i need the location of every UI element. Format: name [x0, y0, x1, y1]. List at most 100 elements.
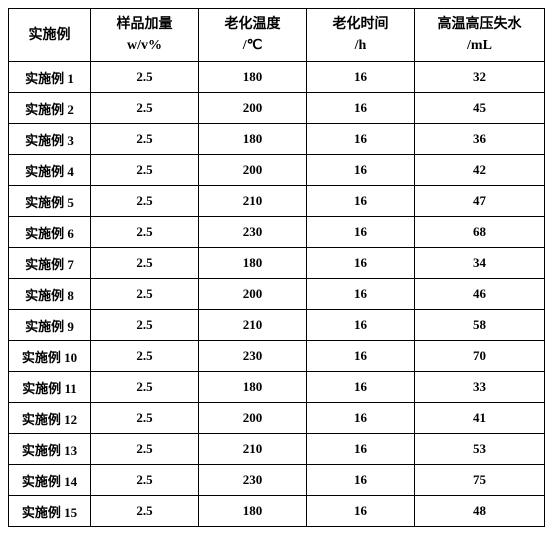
table-cell: 36: [415, 124, 545, 155]
header-label: 样品加量: [91, 14, 198, 35]
table-row: 实施例 22.52001645: [9, 93, 545, 124]
table-row: 实施例 42.52001642: [9, 155, 545, 186]
table-cell: 2.5: [91, 155, 199, 186]
table-cell: 2.5: [91, 434, 199, 465]
table-row: 实施例 152.51801648: [9, 496, 545, 527]
table-cell: 实施例 12: [9, 403, 91, 434]
table-cell: 16: [307, 403, 415, 434]
table-cell: 实施例 10: [9, 341, 91, 372]
table-cell: 16: [307, 62, 415, 93]
table-cell: 2.5: [91, 186, 199, 217]
table-cell: 实施例 11: [9, 372, 91, 403]
header-unit: /h: [307, 35, 414, 56]
table-cell: 2.5: [91, 341, 199, 372]
header-cell-waterloss: 高温高压失水 /mL: [415, 9, 545, 62]
table-cell: 实施例 9: [9, 310, 91, 341]
table-cell: 70: [415, 341, 545, 372]
table-cell: 53: [415, 434, 545, 465]
table-row: 实施例 12.51801632: [9, 62, 545, 93]
table-cell: 16: [307, 155, 415, 186]
table-row: 实施例 122.52001641: [9, 403, 545, 434]
table-cell: 210: [199, 434, 307, 465]
table-cell: 180: [199, 248, 307, 279]
header-label: 老化时间: [307, 14, 414, 35]
table-cell: 34: [415, 248, 545, 279]
table-cell: 2.5: [91, 279, 199, 310]
table-cell: 16: [307, 217, 415, 248]
table-cell: 16: [307, 279, 415, 310]
table-cell: 实施例 15: [9, 496, 91, 527]
table-row: 实施例 142.52301675: [9, 465, 545, 496]
table-cell: 230: [199, 217, 307, 248]
header-label: 实施例: [9, 25, 90, 46]
table-cell: 180: [199, 124, 307, 155]
table-row: 实施例 52.52101647: [9, 186, 545, 217]
table-cell: 33: [415, 372, 545, 403]
table-cell: 2.5: [91, 310, 199, 341]
table-cell: 2.5: [91, 496, 199, 527]
table-cell: 68: [415, 217, 545, 248]
table-cell: 47: [415, 186, 545, 217]
table-cell: 180: [199, 496, 307, 527]
table-cell: 210: [199, 186, 307, 217]
data-table: 实施例 样品加量 w/v% 老化温度 /℃ 老化时间 /h 高温高压失水 /mL…: [8, 8, 545, 527]
table-cell: 2.5: [91, 403, 199, 434]
header-cell-example: 实施例: [9, 9, 91, 62]
table-cell: 230: [199, 341, 307, 372]
table-cell: 2.5: [91, 465, 199, 496]
table-cell: 180: [199, 372, 307, 403]
table-cell: 16: [307, 434, 415, 465]
table-cell: 42: [415, 155, 545, 186]
table-cell: 230: [199, 465, 307, 496]
table-cell: 2.5: [91, 372, 199, 403]
table-cell: 16: [307, 341, 415, 372]
table-cell: 200: [199, 93, 307, 124]
table-row: 实施例 112.51801633: [9, 372, 545, 403]
table-cell: 16: [307, 124, 415, 155]
table-row: 实施例 82.52001646: [9, 279, 545, 310]
table-cell: 32: [415, 62, 545, 93]
table-row: 实施例 102.52301670: [9, 341, 545, 372]
header-unit: /mL: [415, 35, 544, 56]
table-cell: 58: [415, 310, 545, 341]
header-label: 老化温度: [199, 14, 306, 35]
table-cell: 实施例 14: [9, 465, 91, 496]
header-row: 实施例 样品加量 w/v% 老化温度 /℃ 老化时间 /h 高温高压失水 /mL: [9, 9, 545, 62]
table-cell: 41: [415, 403, 545, 434]
table-row: 实施例 62.52301668: [9, 217, 545, 248]
table-cell: 210: [199, 310, 307, 341]
table-cell: 200: [199, 403, 307, 434]
table-cell: 75: [415, 465, 545, 496]
table-cell: 实施例 5: [9, 186, 91, 217]
table-cell: 16: [307, 496, 415, 527]
table-cell: 46: [415, 279, 545, 310]
table-cell: 16: [307, 248, 415, 279]
table-row: 实施例 32.51801636: [9, 124, 545, 155]
table-cell: 16: [307, 465, 415, 496]
table-row: 实施例 72.51801634: [9, 248, 545, 279]
table-cell: 200: [199, 155, 307, 186]
header-unit: w/v%: [91, 35, 198, 56]
table-cell: 实施例 8: [9, 279, 91, 310]
header-label: 高温高压失水: [415, 14, 544, 35]
table-cell: 实施例 3: [9, 124, 91, 155]
table-cell: 2.5: [91, 217, 199, 248]
table-body: 实施例 12.51801632实施例 22.52001645实施例 32.518…: [9, 62, 545, 527]
table-cell: 实施例 7: [9, 248, 91, 279]
header-cell-dosage: 样品加量 w/v%: [91, 9, 199, 62]
table-cell: 2.5: [91, 93, 199, 124]
table-cell: 45: [415, 93, 545, 124]
table-row: 实施例 132.52101653: [9, 434, 545, 465]
table-cell: 实施例 1: [9, 62, 91, 93]
table-cell: 16: [307, 310, 415, 341]
table-cell: 180: [199, 62, 307, 93]
header-cell-temp: 老化温度 /℃: [199, 9, 307, 62]
table-cell: 48: [415, 496, 545, 527]
table-row: 实施例 92.52101658: [9, 310, 545, 341]
table-cell: 2.5: [91, 248, 199, 279]
table-cell: 2.5: [91, 124, 199, 155]
table-cell: 200: [199, 279, 307, 310]
table-cell: 16: [307, 186, 415, 217]
table-cell: 16: [307, 93, 415, 124]
header-cell-time: 老化时间 /h: [307, 9, 415, 62]
